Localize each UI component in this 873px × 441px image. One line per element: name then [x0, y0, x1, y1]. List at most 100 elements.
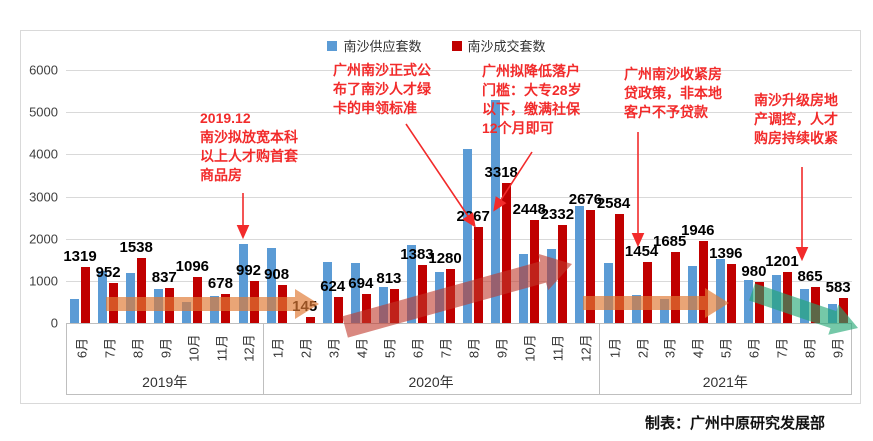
- deal-bar: [839, 298, 849, 323]
- month-tick-label: 1月: [270, 337, 286, 358]
- supply-bar: [575, 205, 585, 323]
- month-cell: 5月: [711, 323, 739, 372]
- deal-bar: [670, 251, 680, 323]
- supply-bar: [715, 258, 725, 323]
- month-cell: 2月: [628, 323, 656, 372]
- month-tick-label: 9月: [494, 337, 510, 358]
- month-cell: 3月: [319, 323, 347, 372]
- y-tick-label: 6000: [29, 62, 58, 78]
- month-tick-label: 9月: [158, 337, 174, 358]
- month-cell: 7月: [431, 323, 459, 372]
- supply-bar: [659, 298, 669, 323]
- gridline: [66, 196, 852, 198]
- supply-bar: [70, 298, 80, 323]
- y-tick-label: 1000: [29, 273, 58, 289]
- supply-legend-label: 南沙供应套数: [343, 39, 422, 54]
- deal-bar: [726, 264, 736, 323]
- bar-value-label: 1280: [428, 250, 462, 268]
- deal-bar: [698, 240, 708, 323]
- month-tick-label: 1月: [607, 337, 623, 358]
- month-cell: 1月: [600, 323, 628, 372]
- month-cell: 6月: [67, 323, 95, 372]
- month-cell: 9月: [823, 323, 851, 372]
- supply-bar: [463, 149, 473, 323]
- month-tick-label: 4月: [690, 337, 706, 358]
- supply-bar: [435, 271, 445, 323]
- month-cell: 9月: [151, 323, 179, 372]
- month-tick-label: 2月: [635, 337, 651, 358]
- source-credit: 制表：广州中原研究发展部: [644, 415, 825, 432]
- month-tick-label: 6月: [74, 337, 90, 358]
- month-cell: 12月: [235, 323, 263, 372]
- bar-value-label: 1946: [681, 221, 715, 239]
- supply-bar: [743, 279, 753, 323]
- deal-bar: [277, 284, 287, 323]
- deal-bar: [558, 224, 568, 323]
- bar-value-label: 837: [151, 268, 177, 286]
- y-tick-label: 0: [50, 315, 58, 331]
- month-cell: 11月: [543, 323, 571, 372]
- supply-bar: [238, 243, 248, 323]
- month-tick-label: 8月: [466, 337, 482, 358]
- month-cell: 11月: [207, 323, 235, 372]
- month-cell: 6月: [739, 323, 767, 372]
- deals-legend-label: 南沙成交套数: [467, 39, 546, 54]
- deal-bar: [502, 183, 512, 323]
- supply-bar: [210, 296, 220, 323]
- deal-bar: [782, 272, 792, 323]
- month-tick-label: 6月: [746, 337, 762, 358]
- y-tick-label: 4000: [29, 146, 58, 162]
- month-tick-label: 7月: [102, 337, 118, 358]
- month-cell: 12月: [571, 323, 599, 372]
- year-tick-label: 2020年: [408, 374, 454, 390]
- supply-bar: [771, 274, 781, 323]
- month-cell: 10月: [179, 323, 207, 372]
- year-group: 6月 7月 8月 9月 10月 11月 12月 2019年: [66, 323, 263, 394]
- month-cell: 8月: [795, 323, 823, 372]
- legend-item-deals: 南沙成交套数: [451, 36, 546, 55]
- bar-value-label: 1538: [119, 239, 153, 257]
- supply-bar: [266, 248, 276, 323]
- bar-value-label: 2332: [540, 205, 575, 223]
- annotation-loan-policy: 广州南沙收紧房 贷政策，非本地 客户不予贷款: [624, 66, 722, 120]
- supply-bar: [126, 273, 136, 323]
- deal-bar: [614, 214, 624, 323]
- month-cell: 8月: [459, 323, 487, 372]
- deals-legend-swatch: [451, 40, 462, 51]
- gridline: [66, 238, 852, 240]
- month-cell: 9月: [487, 323, 515, 372]
- deal-bar: [81, 267, 91, 323]
- month-tick-label: 12月: [578, 333, 594, 362]
- deal-bar: [417, 264, 427, 323]
- gridline: [66, 112, 852, 114]
- month-tick-label: 5月: [718, 337, 734, 358]
- bar-value-label: 2267: [456, 208, 490, 226]
- deal-bar: [165, 287, 175, 323]
- year-tick-label: 2019年: [142, 374, 188, 390]
- bar-value-label: 624: [320, 277, 346, 295]
- supply-legend-swatch: [327, 40, 338, 51]
- bar-value-label: 908: [264, 265, 290, 283]
- deal-bar: [446, 269, 456, 323]
- deal-bar: [586, 210, 596, 323]
- gridline: [66, 70, 852, 71]
- supply-bar: [182, 302, 192, 323]
- deal-bar: [361, 293, 371, 323]
- bar-value-label: 2676: [568, 191, 603, 209]
- bar-value-label: 694: [348, 274, 374, 292]
- supply-bar: [154, 288, 164, 323]
- month-column: 2676: [568, 70, 603, 323]
- deal-bar: [474, 227, 484, 323]
- year-group: 1月 2月 3月 4月 5月 6月 7月 8月 9月 2021年: [598, 323, 852, 394]
- month-tick-label: 8月: [802, 337, 818, 358]
- deal-bar: [333, 296, 343, 323]
- month-column: 1319: [63, 70, 97, 323]
- months-row: 6月 7月 8月 9月 10月 11月 12月: [67, 323, 263, 372]
- supply-bar: [631, 295, 641, 323]
- bar-value-label: 1685: [652, 232, 687, 250]
- bar-value-label: 1396: [709, 245, 743, 263]
- bar-value-label: 952: [95, 263, 121, 281]
- bar-value-label: 980: [741, 262, 767, 280]
- supply-bar: [603, 262, 613, 323]
